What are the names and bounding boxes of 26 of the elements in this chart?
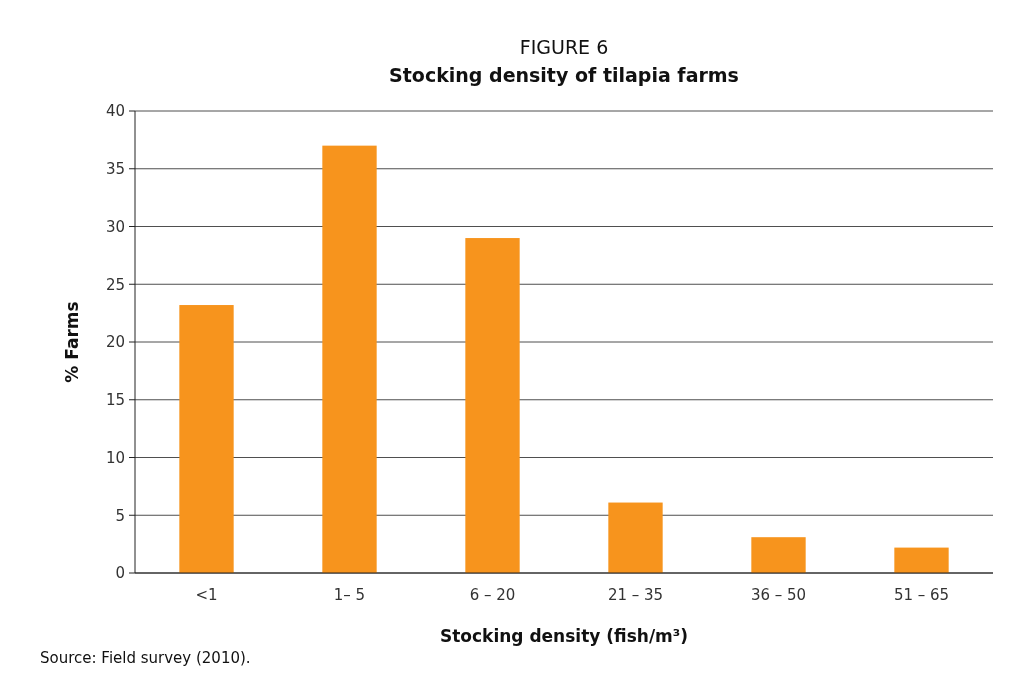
y-tick-label: 0 — [115, 564, 125, 583]
x-tick-label: <1 — [195, 586, 218, 604]
x-tick-label: 21 – 35 — [607, 586, 664, 604]
x-axis-title: Stocking density (fish/m³) — [439, 626, 689, 646]
bar — [751, 537, 806, 573]
y-axis-title: % Farms — [62, 301, 82, 383]
x-tick-label: 51 – 65 — [893, 586, 950, 604]
bar — [465, 238, 520, 573]
bar — [608, 502, 663, 573]
x-tick-label: 1– 5 — [333, 586, 366, 604]
y-tick-label: 20 — [105, 333, 125, 352]
chart-title: FIGURE 6 — [519, 36, 609, 58]
y-tick-label: 15 — [105, 391, 125, 409]
bar — [894, 547, 949, 573]
y-tick-label: 10 — [105, 448, 125, 467]
bar — [322, 145, 377, 573]
bar — [179, 305, 234, 573]
y-tick-label: 25 — [105, 275, 125, 294]
y-tick-label: 40 — [105, 102, 125, 121]
y-tick-label: 5 — [115, 506, 125, 525]
chart-subtitle: Stocking density of tilapia farms — [389, 64, 739, 86]
source-note: Source: Field survey (2010). — [40, 649, 251, 667]
y-tick-label: 35 — [105, 160, 125, 178]
x-tick-label: 36 – 50 — [750, 586, 807, 604]
y-tick-label: 30 — [105, 217, 125, 236]
x-tick-label: 6 – 20 — [469, 586, 516, 604]
